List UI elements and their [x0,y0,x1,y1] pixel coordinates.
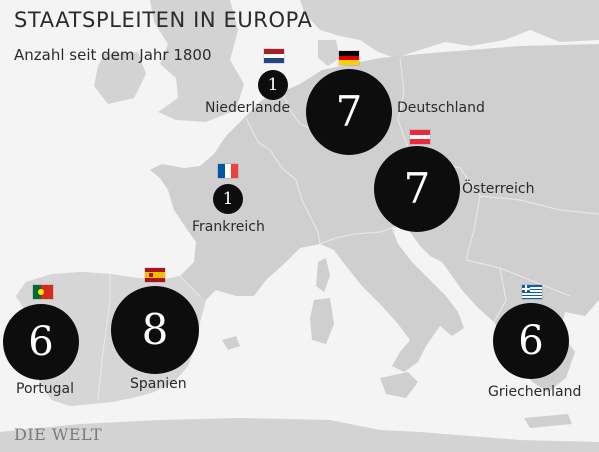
country-label: Niederlande [205,100,291,116]
sardinia-landmass [310,298,334,344]
count-bubble: 1 [258,70,288,100]
ireland-landmass [94,52,146,104]
denmark-landmass [318,40,340,66]
scandinavia-landmass [300,0,599,58]
de-flag-icon [339,51,359,65]
nl-flag-icon [264,49,284,63]
es-flag-icon [145,268,165,282]
count-bubble: 1 [213,184,243,214]
corsica-landmass [316,258,330,292]
count-bubble: 8 [111,286,199,374]
gr-flag-icon [522,285,542,299]
count-bubble: 6 [493,303,569,379]
uk-landmass [150,0,244,122]
country-borders [97,57,599,401]
map-title: STAATSPLEITEN IN EUROPA [14,8,313,32]
country-label: Griechenland [488,384,582,400]
fr-flag-icon [218,164,238,178]
north-africa-landmass [0,418,599,452]
country-label: Deutschland [397,100,485,116]
pt-flag-icon [33,285,53,299]
count-bubble: 7 [374,146,460,232]
country-label: Österreich [462,181,535,197]
at-flag-icon [410,130,430,144]
map-subtitle: Anzahl seit dem Jahr 1800 [14,46,212,64]
count-bubble: 7 [306,69,392,155]
sicily-landmass [380,372,418,398]
country-label: Portugal [16,381,74,397]
count-bubble: 6 [3,304,79,380]
country-label: Frankreich [192,219,265,235]
crete-landmass [524,414,572,428]
balearic-landmass [222,336,240,350]
country-label: Spanien [130,376,187,392]
publisher-logo: DIE WELT [14,425,103,444]
